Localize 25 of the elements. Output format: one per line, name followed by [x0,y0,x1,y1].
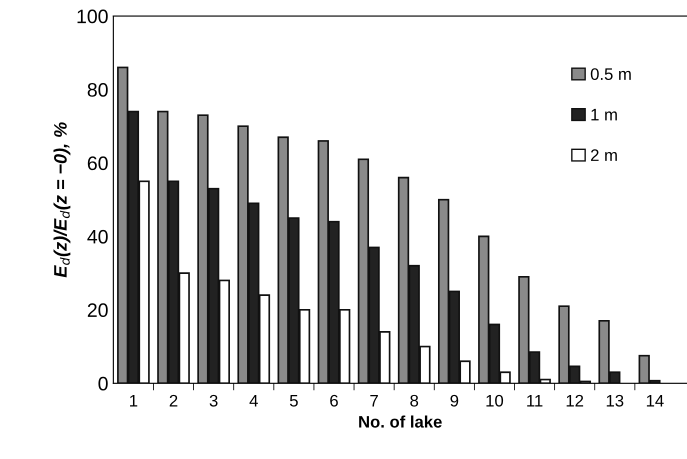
x-tick-label: 12 [566,394,584,406]
x-tick-label: 6 [330,394,338,407]
x-tick-label: 9 [450,394,458,407]
y-tick-label: 0 [98,376,108,390]
x-tick-label: 2 [170,394,178,406]
x-tick-label: 8 [410,394,418,407]
y-tick-label: 60 [88,156,108,170]
legend-label: 0.5 m [590,68,631,80]
x-tick-label: 1 [130,394,138,406]
x-tick-label: 4 [250,394,258,406]
y-tick-label: 80 [88,82,108,97]
y-tick-label: 100 [78,10,108,24]
y-axis-title: E$_{d}$(z)/E$_{d}$(z = −0), % [54,122,70,278]
x-tick-label: 5 [290,394,298,407]
x-tick-label: 10 [486,394,504,407]
x-tick-label: 7 [370,394,378,406]
legend-label: 1 m [591,108,617,120]
x-tick-label: 13 [606,394,624,407]
x-axis-title: No. of lake [359,415,442,428]
y-tick-label: 20 [88,303,108,318]
x-tick-label: 3 [210,394,218,407]
x-tick-label: 14 [646,394,664,406]
x-tick-label: 11 [527,394,542,406]
y-tick-label: 40 [87,230,108,244]
legend-label: 2 m [591,149,617,161]
